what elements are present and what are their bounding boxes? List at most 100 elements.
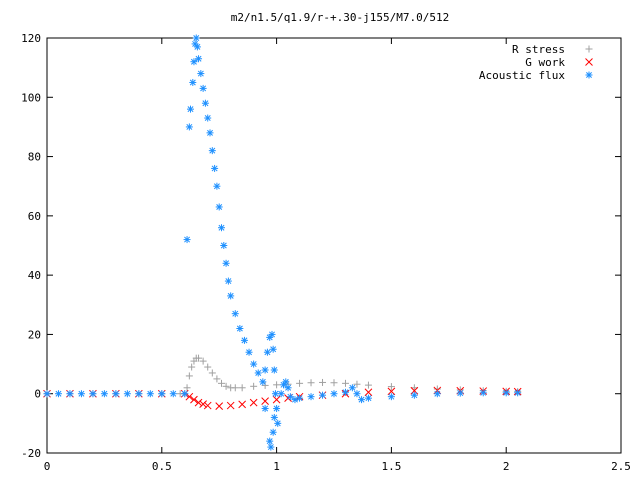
data-point xyxy=(240,336,248,344)
data-point xyxy=(220,242,228,249)
data-point xyxy=(238,384,246,392)
data-point xyxy=(286,393,294,401)
data-point xyxy=(222,259,230,267)
data-point xyxy=(387,393,395,401)
data-point xyxy=(330,390,338,398)
legend-marker xyxy=(585,45,593,53)
x-tick-label: 2.5 xyxy=(611,460,631,473)
data-point xyxy=(100,390,108,398)
series-g-work xyxy=(43,386,522,411)
data-point xyxy=(319,378,327,386)
data-point xyxy=(192,34,200,42)
data-point xyxy=(514,389,522,397)
data-point xyxy=(261,381,269,389)
data-point xyxy=(353,390,361,398)
y-tick-label: 40 xyxy=(28,269,41,282)
x-tick-label: 1 xyxy=(273,460,280,473)
data-point xyxy=(296,394,304,402)
data-point xyxy=(77,390,85,398)
data-point xyxy=(250,360,258,368)
data-point xyxy=(158,390,166,398)
data-point xyxy=(353,380,361,388)
data-point xyxy=(66,390,74,398)
data-point xyxy=(217,379,225,387)
data-point xyxy=(348,384,356,392)
data-point xyxy=(211,164,219,172)
data-point xyxy=(43,390,51,398)
x-tick-label: 1.5 xyxy=(381,460,401,473)
y-tick-label: 60 xyxy=(28,210,41,223)
data-point xyxy=(330,379,338,387)
x-tick-label: 0 xyxy=(44,460,51,473)
legend-marker xyxy=(585,71,593,79)
data-point xyxy=(282,378,290,386)
data-point xyxy=(270,366,278,374)
data-point xyxy=(190,58,198,66)
data-point xyxy=(227,292,235,300)
data-point xyxy=(307,379,315,387)
data-point xyxy=(213,182,221,190)
y-tick-label: 100 xyxy=(21,91,41,104)
data-point xyxy=(54,390,62,398)
data-marks xyxy=(43,34,522,451)
data-point xyxy=(261,366,269,374)
data-point xyxy=(274,419,282,427)
data-point xyxy=(266,437,274,445)
data-point xyxy=(502,389,510,397)
data-point xyxy=(296,379,304,387)
data-point xyxy=(341,379,349,387)
legend-label: Acoustic flux xyxy=(479,69,565,82)
y-tick-label: 120 xyxy=(21,32,41,45)
data-point xyxy=(217,224,225,232)
data-point xyxy=(364,394,372,402)
data-point xyxy=(341,388,349,396)
x-tick-label: 0.5 xyxy=(152,460,172,473)
data-point xyxy=(319,391,327,399)
data-point xyxy=(199,84,207,92)
data-point xyxy=(261,405,269,413)
data-point xyxy=(169,390,177,398)
data-point xyxy=(183,384,191,392)
data-point xyxy=(410,391,418,399)
x-tick-label: 2 xyxy=(503,460,510,473)
data-point xyxy=(185,123,193,131)
data-point xyxy=(364,381,372,389)
data-point xyxy=(479,389,487,397)
data-point xyxy=(215,203,223,211)
y-tick-label: 20 xyxy=(28,328,41,341)
data-point xyxy=(269,345,277,353)
legend-marker xyxy=(585,58,593,66)
data-point xyxy=(261,397,269,405)
data-point xyxy=(272,395,281,404)
data-point xyxy=(188,363,196,371)
data-point xyxy=(194,398,203,407)
data-point xyxy=(204,114,212,122)
data-point xyxy=(270,413,278,421)
data-point xyxy=(364,388,373,397)
data-point xyxy=(89,390,97,398)
data-point xyxy=(254,369,262,377)
data-point xyxy=(456,389,464,397)
data-point xyxy=(204,363,212,371)
plot-frame xyxy=(46,37,622,454)
data-point xyxy=(193,43,201,51)
data-point xyxy=(273,381,281,389)
data-point xyxy=(245,348,253,356)
data-point xyxy=(135,390,143,398)
chart-title: m2/n1.5/q1.9/r-+.30-j155/M7.0/512 xyxy=(231,11,450,24)
data-point xyxy=(307,393,315,401)
y-tick-label: 80 xyxy=(28,151,41,164)
y-tick-label: 0 xyxy=(34,388,41,401)
data-point xyxy=(236,325,244,332)
data-point xyxy=(284,384,292,392)
data-point xyxy=(269,428,277,436)
data-point xyxy=(277,390,285,398)
data-point xyxy=(190,395,198,404)
data-point xyxy=(268,330,276,338)
data-point xyxy=(123,390,131,398)
series-r-stress xyxy=(43,354,522,398)
data-point xyxy=(146,390,154,398)
